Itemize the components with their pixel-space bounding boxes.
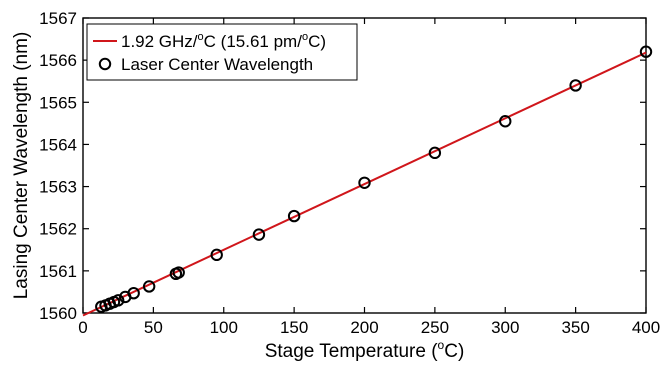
data-point — [499, 115, 512, 128]
x-tick-label: 50 — [144, 318, 163, 337]
y-tick-label: 1566 — [39, 51, 77, 70]
y-tick-label: 1563 — [39, 178, 77, 197]
y-tick-label: 1560 — [39, 304, 77, 323]
data-point — [252, 228, 266, 241]
x-axis-label-superscript: o — [438, 338, 445, 352]
legend-label-fit-line: 1.92 GHz/oC (15.61 pm/oC) — [121, 31, 326, 51]
data-point — [569, 79, 582, 92]
x-tick-label: 0 — [78, 318, 87, 337]
fit-line — [82, 51, 647, 317]
legend-label-measured: Laser Center Wavelength — [121, 55, 313, 74]
x-tick-label: 200 — [350, 318, 378, 337]
x-tick-label: 150 — [280, 318, 308, 337]
legend-label-fit-sup2: o — [302, 31, 308, 43]
y-tick-labels: 1560 1561 1562 1563 1564 1565 1566 1567 — [39, 9, 77, 323]
legend-box — [86, 23, 358, 81]
data-point — [111, 294, 125, 307]
data-point — [142, 280, 156, 293]
legend-label-fit-part2: C (15.61 pm/ — [204, 32, 303, 51]
data-point — [358, 176, 371, 189]
x-tick-label: 350 — [561, 318, 589, 337]
x-tick-labels: 0 50 100 150 200 250 300 350 400 — [78, 318, 660, 337]
data-point — [639, 45, 653, 58]
data-point — [127, 286, 140, 300]
axis-ticks — [82, 17, 647, 314]
x-axis-label-text: Stage Temperature ( — [265, 341, 439, 362]
x-tick-label: 300 — [491, 318, 519, 337]
x-tick-label: 400 — [632, 318, 660, 337]
x-axis-label-end: C) — [444, 341, 464, 362]
y-tick-label: 1565 — [39, 93, 77, 112]
y-tick-label: 1567 — [39, 9, 77, 28]
x-axis-label: Stage Temperature (oC) — [265, 338, 465, 362]
legend-label-fit-part3: C) — [308, 32, 326, 51]
y-tick-label: 1562 — [39, 220, 77, 239]
series-layer — [82, 45, 653, 317]
y-tick-label: 1564 — [39, 135, 77, 154]
x-tick-label: 250 — [421, 318, 449, 337]
legend-swatch-marker — [98, 57, 112, 71]
y-tick-label: 1561 — [39, 262, 77, 281]
data-point — [287, 209, 301, 223]
legend: 1.92 GHz/oC (15.61 pm/oC) Laser Center W… — [86, 23, 358, 81]
legend-label-fit-part1: 1.92 GHz/ — [121, 32, 198, 51]
data-point — [172, 266, 185, 279]
x-tick-label: 100 — [210, 318, 238, 337]
y-axis-label: Lasing Center Wavelength (nm) — [11, 32, 32, 300]
data-point — [428, 146, 442, 160]
legend-label-fit-sup1: o — [198, 31, 204, 43]
data-point — [210, 248, 223, 262]
